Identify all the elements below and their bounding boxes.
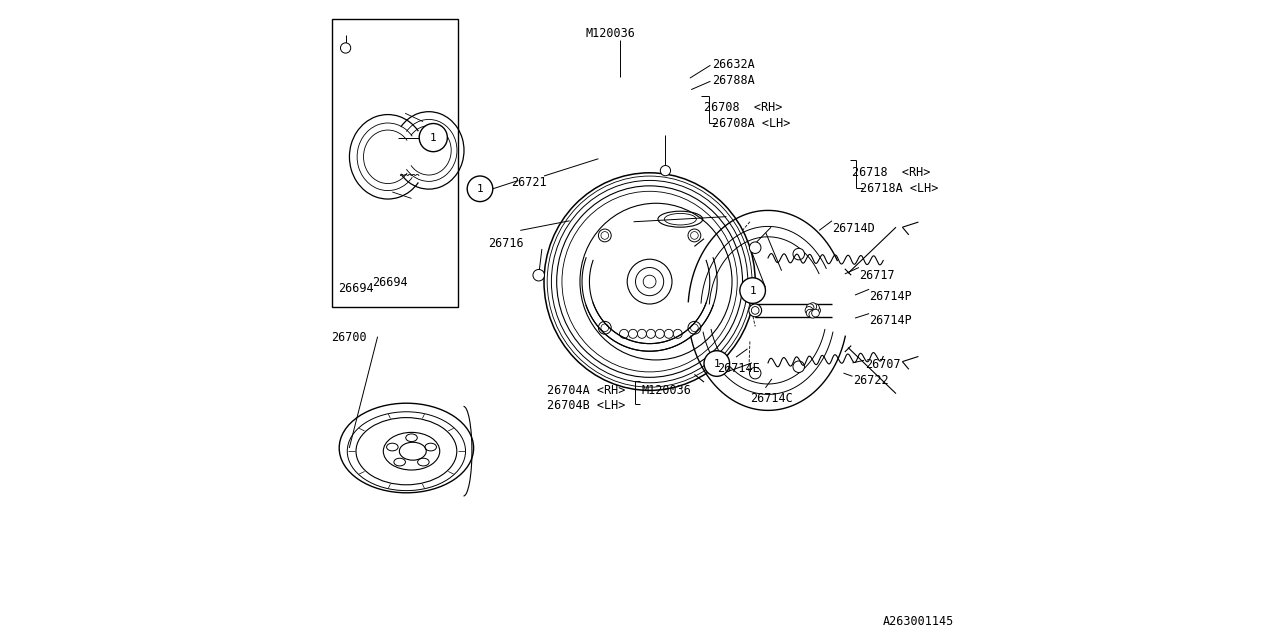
Text: 26788A: 26788A bbox=[712, 74, 754, 86]
Circle shape bbox=[660, 166, 671, 176]
Circle shape bbox=[598, 229, 611, 242]
Circle shape bbox=[750, 242, 760, 253]
Circle shape bbox=[655, 330, 664, 339]
Circle shape bbox=[646, 330, 655, 339]
Circle shape bbox=[467, 176, 493, 202]
Text: 26632A: 26632A bbox=[712, 58, 754, 70]
Circle shape bbox=[627, 259, 672, 304]
Text: 26718A <LH>: 26718A <LH> bbox=[860, 182, 938, 195]
Circle shape bbox=[689, 229, 701, 242]
Text: 26704B <LH>: 26704B <LH> bbox=[548, 399, 626, 412]
Text: 26707: 26707 bbox=[865, 358, 901, 371]
Text: 26721: 26721 bbox=[511, 176, 547, 189]
Text: M120036: M120036 bbox=[641, 384, 691, 397]
Text: 26694: 26694 bbox=[338, 282, 374, 294]
Text: 26704A <RH>: 26704A <RH> bbox=[548, 384, 626, 397]
Text: 26714C: 26714C bbox=[750, 392, 792, 404]
Circle shape bbox=[813, 307, 820, 314]
Circle shape bbox=[809, 303, 817, 310]
Text: A263001145: A263001145 bbox=[882, 616, 954, 628]
Circle shape bbox=[664, 330, 673, 339]
Text: 1: 1 bbox=[476, 184, 484, 194]
Circle shape bbox=[704, 351, 730, 376]
Circle shape bbox=[691, 232, 699, 239]
Circle shape bbox=[600, 232, 608, 239]
Circle shape bbox=[689, 321, 701, 334]
Circle shape bbox=[644, 275, 657, 288]
Text: 26708  <RH>: 26708 <RH> bbox=[704, 101, 782, 114]
Circle shape bbox=[340, 43, 351, 53]
Text: 1: 1 bbox=[713, 358, 721, 369]
Circle shape bbox=[794, 248, 805, 260]
Circle shape bbox=[751, 307, 759, 314]
Circle shape bbox=[750, 367, 760, 379]
Circle shape bbox=[691, 324, 699, 332]
Text: 26722: 26722 bbox=[854, 374, 888, 387]
Text: 26714P: 26714P bbox=[869, 290, 911, 303]
Text: 26714P: 26714P bbox=[869, 314, 911, 327]
Circle shape bbox=[673, 330, 682, 339]
Circle shape bbox=[532, 269, 544, 281]
Circle shape bbox=[794, 361, 805, 372]
Text: 26717: 26717 bbox=[859, 269, 895, 282]
Circle shape bbox=[740, 278, 765, 303]
Circle shape bbox=[812, 309, 819, 317]
Text: M120036: M120036 bbox=[585, 27, 635, 40]
Circle shape bbox=[598, 321, 611, 334]
Text: 26694: 26694 bbox=[372, 276, 408, 289]
Circle shape bbox=[600, 324, 608, 332]
Circle shape bbox=[620, 330, 628, 339]
Circle shape bbox=[749, 304, 762, 317]
Text: 1: 1 bbox=[430, 132, 436, 143]
Text: 26714D: 26714D bbox=[832, 222, 874, 235]
Circle shape bbox=[628, 330, 637, 339]
Text: 26716: 26716 bbox=[488, 237, 524, 250]
Circle shape bbox=[806, 309, 814, 317]
Text: 26718  <RH>: 26718 <RH> bbox=[852, 166, 931, 179]
Bar bbox=[332, 19, 458, 307]
Circle shape bbox=[809, 310, 817, 318]
Text: 26714E: 26714E bbox=[717, 362, 759, 374]
Circle shape bbox=[805, 307, 813, 314]
Text: 26700: 26700 bbox=[332, 332, 367, 344]
Circle shape bbox=[637, 330, 646, 339]
Circle shape bbox=[806, 304, 814, 312]
Circle shape bbox=[812, 304, 819, 312]
Circle shape bbox=[635, 268, 664, 296]
Text: 1: 1 bbox=[749, 285, 756, 296]
Text: 26708A <LH>: 26708A <LH> bbox=[712, 117, 790, 130]
Circle shape bbox=[420, 124, 448, 152]
